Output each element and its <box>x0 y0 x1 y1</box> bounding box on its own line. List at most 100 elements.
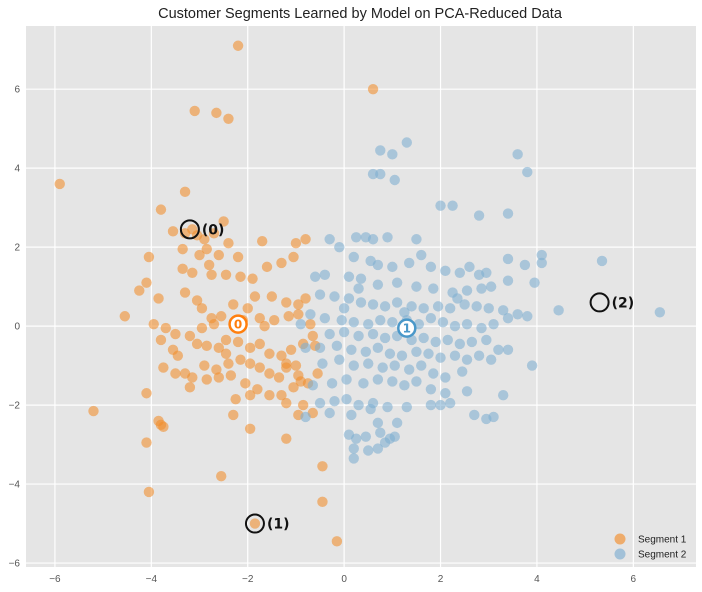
y-tick-label: 0 <box>14 322 20 333</box>
data-point <box>365 403 376 415</box>
y-tick-label: 6 <box>14 85 20 96</box>
data-point <box>437 316 449 328</box>
data-point <box>502 208 514 219</box>
data-point <box>404 364 415 375</box>
y-tick-label: −6 <box>9 559 21 570</box>
data-point <box>346 409 357 421</box>
data-point <box>377 362 388 373</box>
data-point <box>461 386 473 397</box>
legend-label-segment-1: Segment 1 <box>638 535 687 546</box>
data-point <box>502 253 514 265</box>
data-point <box>391 297 403 308</box>
data-point <box>350 232 362 243</box>
data-point <box>461 354 473 365</box>
data-point <box>375 427 386 438</box>
x-tick-label: 2 <box>438 574 444 585</box>
data-point <box>382 401 393 413</box>
data-point <box>353 283 364 294</box>
data-point <box>401 401 412 413</box>
data-point <box>367 299 379 310</box>
data-point <box>338 303 350 314</box>
data-point <box>54 178 65 190</box>
data-point <box>461 285 473 296</box>
data-point <box>391 277 403 288</box>
data-point <box>300 342 311 354</box>
data-point <box>389 174 400 186</box>
y-tick-label: 2 <box>14 243 20 254</box>
data-point <box>218 216 229 227</box>
data-point <box>148 318 159 330</box>
data-point <box>401 137 412 148</box>
data-point <box>411 281 422 292</box>
data-point <box>196 322 208 334</box>
data-point <box>228 409 239 421</box>
data-point <box>206 269 217 280</box>
data-point <box>288 382 299 393</box>
data-point <box>343 271 355 282</box>
data-point <box>464 261 475 273</box>
data-point <box>363 445 374 456</box>
data-point <box>343 293 355 304</box>
data-point <box>350 433 362 444</box>
data-point <box>285 344 297 356</box>
data-point <box>372 342 384 354</box>
data-point <box>399 307 410 318</box>
data-point <box>273 372 285 383</box>
data-point <box>485 354 497 365</box>
data-point <box>201 340 212 352</box>
data-point <box>372 279 384 290</box>
data-point <box>391 417 403 429</box>
data-point <box>389 431 400 442</box>
data-point <box>184 382 196 393</box>
data-point <box>483 303 494 314</box>
data-point <box>232 251 244 263</box>
data-point <box>242 303 253 314</box>
annotation-ring <box>589 292 610 313</box>
data-point <box>240 378 251 389</box>
scatter-points <box>54 40 666 547</box>
data-point <box>141 388 152 399</box>
data-point <box>375 168 386 180</box>
data-point <box>473 210 485 221</box>
data-point <box>184 330 196 342</box>
data-point <box>459 299 470 310</box>
data-point <box>481 334 492 346</box>
data-point <box>312 368 323 379</box>
annotation-ring <box>244 513 265 534</box>
data-point <box>387 261 398 273</box>
data-point <box>372 374 384 385</box>
data-point <box>201 243 212 255</box>
data-point <box>249 518 261 529</box>
data-point <box>326 378 338 389</box>
data-point <box>396 350 408 361</box>
data-point <box>324 328 335 340</box>
series-segment-1 <box>54 40 379 547</box>
y-axis-ticks: −6 −4 −2 0 2 4 6 <box>9 85 21 570</box>
data-point <box>360 346 372 357</box>
data-point <box>305 309 316 320</box>
data-point <box>416 360 427 371</box>
data-point <box>295 376 306 387</box>
data-point <box>331 340 343 352</box>
data-point <box>179 287 191 298</box>
data-point <box>293 299 304 310</box>
data-point <box>435 352 446 363</box>
data-point <box>189 105 200 117</box>
data-point <box>348 360 359 371</box>
data-point <box>338 326 350 338</box>
data-point <box>457 366 468 377</box>
x-tick-label: −2 <box>242 574 254 585</box>
data-point <box>372 417 384 429</box>
cluster-center-label: 0 <box>234 317 242 331</box>
annotation-label: (1) <box>267 517 290 533</box>
data-point <box>363 358 374 369</box>
data-point <box>300 234 311 245</box>
data-point <box>194 249 205 261</box>
data-point <box>444 397 456 409</box>
y-tick-label: −4 <box>9 480 21 491</box>
data-point <box>379 301 391 312</box>
data-point <box>264 390 275 401</box>
data-point <box>382 232 393 243</box>
data-point <box>249 291 261 302</box>
